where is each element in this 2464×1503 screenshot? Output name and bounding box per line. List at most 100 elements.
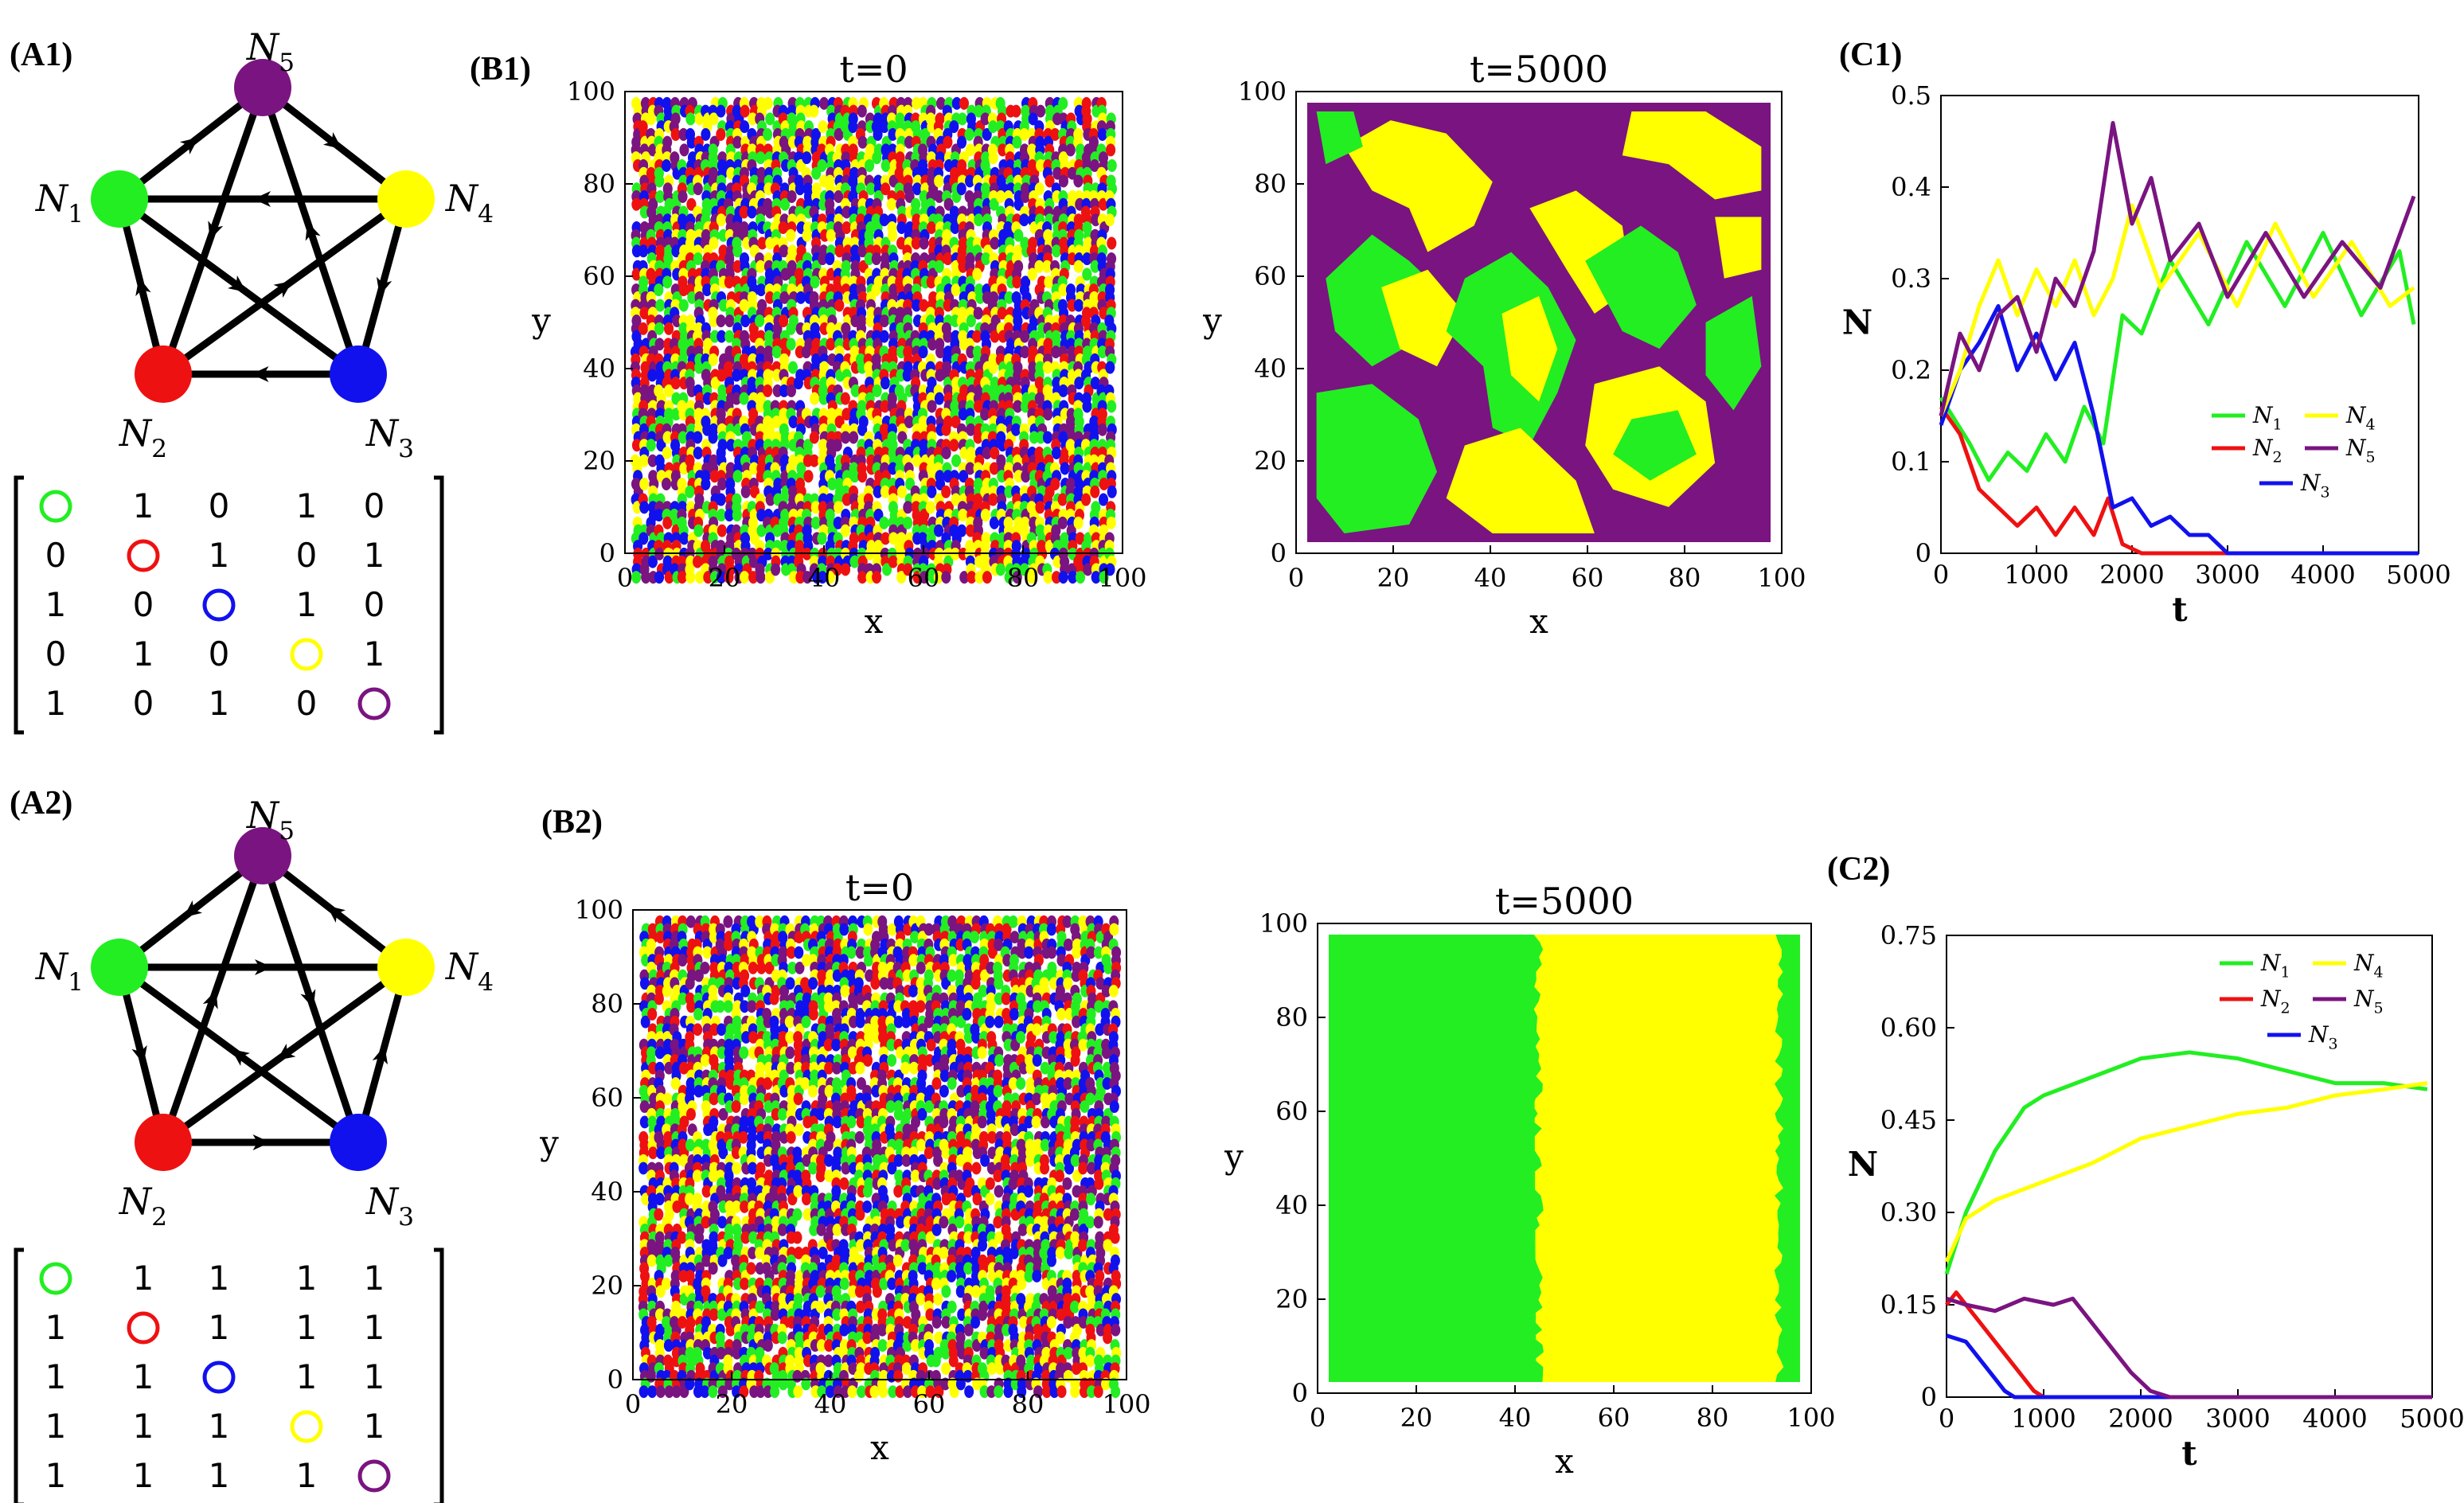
matrix-cell: 1 <box>296 1456 318 1495</box>
legend-label-n4-sub: 4 <box>2366 416 2376 433</box>
x-tick-label: 80 <box>1697 1403 1729 1433</box>
legend-label-n1-base: N <box>2252 402 2274 428</box>
node-label-n2-sub: 2 <box>151 435 167 463</box>
x-tick-label: 4000 <box>2302 1403 2367 1434</box>
y-tick-label: 0 <box>599 538 615 568</box>
matrix-cell: 1 <box>209 684 230 723</box>
node-label-n5-sub: 5 <box>279 817 295 845</box>
graph-arrow-icon <box>183 900 203 918</box>
graph-node-2 <box>135 345 192 403</box>
series-line-n3 <box>1946 1333 2432 1400</box>
series-line-n4 <box>1944 1081 2428 1263</box>
y-tick-label: 0 <box>1921 1382 1937 1412</box>
graph-node-5 <box>234 827 291 884</box>
matrix-cell: 1 <box>133 1456 154 1495</box>
legend-label-n3-base: N <box>2308 1021 2329 1048</box>
node-label-n2: N2 <box>119 412 167 463</box>
matrix-cell: 1 <box>45 585 67 624</box>
graph-node-1 <box>91 939 148 996</box>
y-tick-label: 20 <box>583 446 615 476</box>
y-tick-label: 40 <box>591 1177 623 1207</box>
node-label-n1-sub: 1 <box>68 968 84 997</box>
x-tick-label: 3000 <box>2195 560 2259 590</box>
x-tick-label: 60 <box>913 1389 946 1419</box>
stripe-domains <box>1329 935 1800 1382</box>
graph-arrow-icon <box>376 276 392 296</box>
x-tick-label: 100 <box>1786 1403 1835 1433</box>
y-tick-label: 0 <box>1271 538 1287 568</box>
matrix-diagonal-ring-icon <box>39 490 72 523</box>
x-tick-label: 0 <box>1310 1403 1326 1433</box>
series-line-n1 <box>1939 231 2416 482</box>
legend-label-n3: N3 <box>2300 470 2330 501</box>
x-tick-label: 80 <box>1669 563 1701 593</box>
y-axis-label: N <box>1842 303 1872 342</box>
x-tick-label: 80 <box>1007 563 1040 593</box>
matrix-cell: 0 <box>45 536 67 575</box>
y-axis-label: y <box>539 1123 559 1162</box>
graph-node-3 <box>330 1114 387 1171</box>
legend-label-n4-sub: 4 <box>2374 963 2384 981</box>
x-tick-label: 100 <box>1757 563 1806 593</box>
matrix-cell: 1 <box>364 1357 385 1396</box>
y-tick-label: 100 <box>1238 76 1287 107</box>
matrix-diagonal-ring-icon <box>202 588 236 622</box>
graph-arrow-icon <box>326 905 346 923</box>
matrix-cell: 1 <box>45 684 67 723</box>
chart-frame <box>1940 95 2419 554</box>
matrix-cell: 0 <box>296 684 318 723</box>
graph-arrow-icon <box>208 221 224 240</box>
legend-label-n5-sub: 5 <box>2374 999 2384 1017</box>
panel-label-a1: (A1) <box>10 37 72 73</box>
legend-label-n2-sub: 2 <box>2273 448 2282 466</box>
y-tick-label: 0.75 <box>1880 920 1937 951</box>
random-species-dots <box>630 96 1117 584</box>
node-label-n3-sub: 3 <box>398 435 414 463</box>
matrix-diagonal-ring-icon <box>290 1410 323 1443</box>
y-tick-label: 0.3 <box>1891 264 1931 294</box>
x-tick-label: 2000 <box>2108 1403 2173 1434</box>
legend-label-n4: N4 <box>2345 402 2376 433</box>
x-tick-label: 1000 <box>2011 1403 2075 1434</box>
matrix-cell: 0 <box>133 684 154 723</box>
y-tick-label: 0.15 <box>1880 1290 1937 1320</box>
panel-label-c1: (C1) <box>1839 37 1902 73</box>
matrix-cell: 1 <box>133 634 154 673</box>
node-label-n3: N3 <box>365 1180 414 1232</box>
y-tick-label: 0.30 <box>1880 1197 1937 1228</box>
matrix-left-bracket <box>14 1247 24 1503</box>
matrix-left-bracket <box>14 475 24 735</box>
node-label-n3: N3 <box>365 412 414 463</box>
graph-arrow-icon <box>255 959 272 975</box>
y-tick-label: 0 <box>607 1364 623 1395</box>
graph-node-5 <box>234 59 291 116</box>
graph-arrow-icon <box>252 1134 271 1150</box>
legend-label-n3-base: N <box>2300 470 2321 496</box>
legend-label-n1-sub: 1 <box>2273 416 2282 433</box>
node-label-n4: N4 <box>445 945 494 997</box>
legend-label-n2-base: N <box>2260 986 2282 1012</box>
lattice-b1-t0: 00 20 20 40 40 60 60 80 80 100 100 x y t=0 <box>531 48 1146 641</box>
series-line-n1 <box>1944 1050 2428 1275</box>
graph-arrow-icon <box>300 989 316 1009</box>
matrix-cell: 1 <box>209 536 230 575</box>
matrix-cell: 1 <box>296 1259 318 1298</box>
x-tick-label: 5000 <box>2386 560 2450 590</box>
legend-label-n1-base: N <box>2260 950 2282 976</box>
matrix-cell: 0 <box>209 634 230 673</box>
matrix-cell: 1 <box>209 1407 230 1446</box>
random-species-dots <box>638 915 1122 1399</box>
lattice-frame <box>1295 91 1783 554</box>
y-tick-label: 80 <box>1254 169 1287 199</box>
y-axis-label: y <box>1224 1137 1244 1176</box>
x-axis-label: t <box>2181 1434 2197 1473</box>
matrix-cell: 1 <box>133 1407 154 1446</box>
matrix-cell: 1 <box>133 486 154 525</box>
y-tick-label: 60 <box>1275 1096 1308 1126</box>
x-tick-label: 3000 <box>2205 1403 2270 1434</box>
node-label-n2-base: N <box>119 1180 153 1223</box>
legend-label-n5: N5 <box>2345 435 2376 466</box>
y-axis-label: N <box>1848 1145 1878 1184</box>
graph-node-2 <box>135 1114 192 1171</box>
